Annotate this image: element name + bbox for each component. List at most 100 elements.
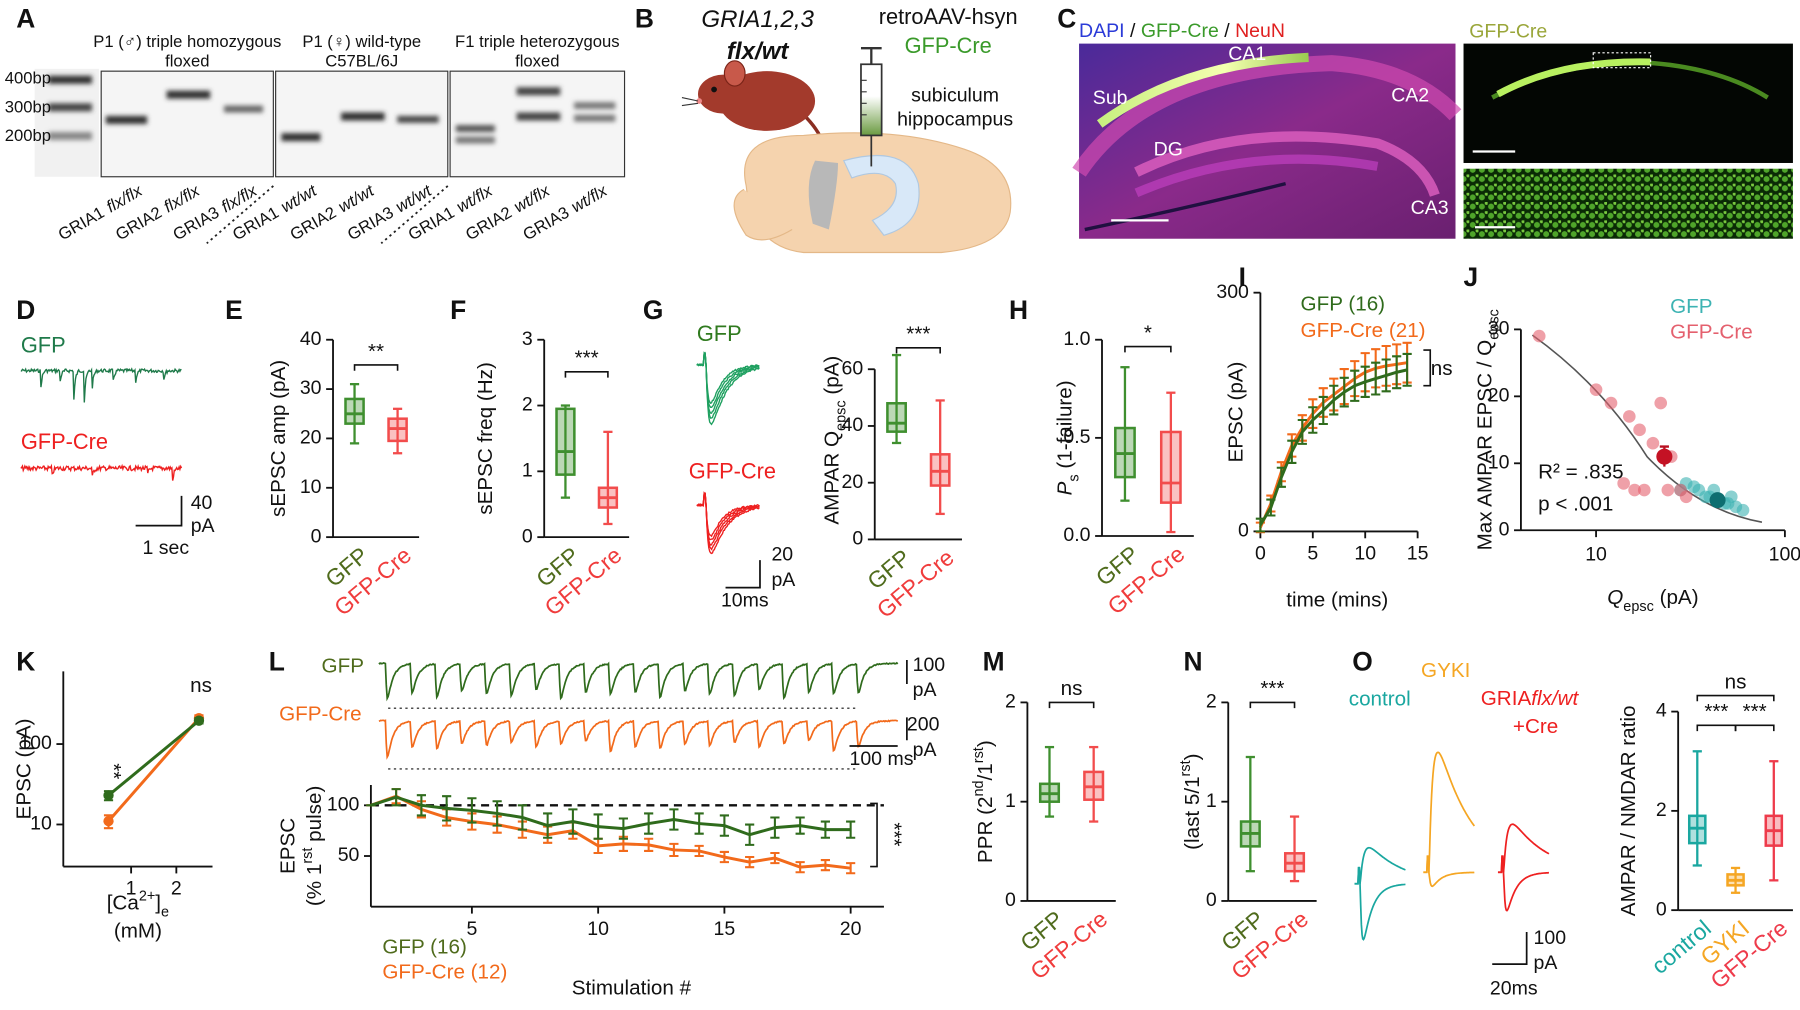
scale-label: pA	[913, 679, 937, 701]
x-axis-label: time (mins)	[1286, 589, 1388, 612]
trace-label: GFP	[697, 321, 742, 346]
y-axis-label-part: rst	[1178, 760, 1194, 776]
y-axis-label: sEPSC freq (Hz)	[474, 362, 497, 515]
y-tick-label: 0	[1499, 518, 1510, 540]
y-tick-label: 40	[842, 414, 864, 436]
series-line	[107, 719, 200, 797]
mean-point	[1709, 492, 1726, 509]
scale-label: pA	[771, 569, 795, 591]
y-tick-label: 10	[300, 476, 322, 498]
stain: GFP-Cre	[1141, 20, 1219, 42]
trace	[20, 367, 182, 403]
y-tick-label: 30	[300, 377, 322, 399]
y-axis-label-part: sEPSC amp (pA)	[268, 360, 291, 517]
scale-label: pA	[191, 515, 215, 537]
trace	[696, 351, 760, 426]
y-tick-label: 20	[1488, 385, 1510, 407]
panel-letter: J	[1464, 262, 1479, 292]
y-axis-label-part: (% 1	[303, 864, 326, 906]
y-axis-label-part: rst	[971, 747, 987, 763]
point	[1736, 503, 1750, 517]
x-axis-label: Stimulation #	[572, 977, 692, 1000]
target: subiculum	[911, 85, 999, 107]
ladder-label: 400bp	[5, 69, 51, 88]
scale-label: 10ms	[721, 590, 769, 612]
genotype: GRIA1,2,3	[701, 6, 814, 33]
trace	[378, 661, 899, 702]
trace	[1423, 855, 1475, 888]
legend-label: GFP-Cre	[1670, 320, 1753, 343]
region-label: DG	[1154, 139, 1183, 161]
significance: ns	[1061, 677, 1083, 700]
panel-letter: O	[1352, 646, 1373, 676]
x-tick-label: 15	[1407, 543, 1429, 565]
gel-bands	[48, 75, 616, 144]
trace-label: +Cre	[1513, 715, 1558, 738]
x-axis-label: Qepsc (pA)	[1607, 587, 1698, 615]
marker	[193, 715, 205, 726]
trace	[378, 718, 899, 760]
trace-label: GFP	[21, 332, 66, 357]
y-axis-label-part: nd	[971, 780, 987, 796]
y-axis-label: AMPAR / NMDAR ratio	[1617, 706, 1640, 917]
legend-label: GFP-Cre (12)	[382, 961, 507, 984]
y-tick-label: 300	[1216, 281, 1249, 303]
x-tick-label: 5	[1307, 543, 1318, 565]
scale-bar	[725, 560, 761, 589]
y-tick-label: 2	[522, 394, 533, 416]
scale-bar	[135, 495, 183, 527]
stain: /	[1125, 20, 1141, 42]
y-axis-label-part: rst	[300, 848, 316, 864]
fit-curve	[1531, 334, 1763, 524]
box	[886, 402, 907, 433]
y-axis-label: EPSC (pA)	[1225, 362, 1248, 463]
y-axis-label: EPSC (pA)	[13, 719, 36, 820]
y-tick-label: 20	[300, 427, 322, 449]
significance: ***	[575, 347, 599, 370]
panel-letter: H	[1009, 295, 1028, 325]
stain: DAPI	[1079, 20, 1125, 42]
y-axis-label-part: /1	[975, 763, 998, 780]
scale-bar	[849, 659, 908, 747]
y-axis-label-part: sEPSC freq (Hz)	[474, 362, 497, 515]
genotype: flx/wt	[1531, 688, 1579, 711]
x-tick-label: 0	[1255, 543, 1266, 565]
panel-letter: N	[1183, 646, 1202, 676]
significance-bracket	[1696, 694, 1775, 702]
y-tick-label: 0.5	[1063, 426, 1090, 448]
micrographs	[1072, 43, 1793, 239]
point	[1628, 483, 1641, 497]
point	[1654, 396, 1668, 410]
gene: GRIA	[1481, 688, 1532, 711]
vector: GFP-Cre	[905, 33, 992, 58]
gel-box	[275, 70, 449, 178]
trace-label: GYKI	[1421, 659, 1470, 682]
gel-title: floxed	[165, 51, 209, 70]
y-tick-label: 1	[1206, 790, 1217, 812]
significance: ns	[1725, 670, 1747, 693]
genotype: flx/wt	[727, 38, 790, 65]
significance-bracket	[353, 364, 399, 371]
scale-label: 20ms	[1490, 977, 1538, 999]
box	[555, 407, 576, 476]
y-axis-label-part: (1-failure)	[1054, 380, 1077, 474]
point	[1724, 490, 1738, 504]
x-tick-label: 10	[1354, 543, 1376, 565]
significance-bracket	[1249, 701, 1296, 709]
gel-title: floxed	[515, 51, 559, 70]
region-label: CA2	[1391, 85, 1429, 107]
significance: ***	[1704, 700, 1728, 723]
genotype: wt/wt	[392, 181, 435, 217]
stain: /	[1219, 20, 1235, 42]
scale-label: pA	[913, 739, 937, 761]
y-axis-label-part: epsc	[833, 400, 849, 431]
y-axis-label-part: )	[1181, 754, 1204, 761]
y-axis-label: (% 1rst pulse)	[300, 786, 327, 906]
y-axis-label-part: AMPAR Q	[821, 431, 844, 525]
y-tick-label: 0	[1238, 520, 1249, 542]
point	[1661, 483, 1675, 497]
scale-label: 40	[191, 492, 213, 514]
scale-bar	[1492, 931, 1528, 965]
panel-letter: L	[269, 646, 285, 676]
series-line	[1259, 368, 1408, 526]
